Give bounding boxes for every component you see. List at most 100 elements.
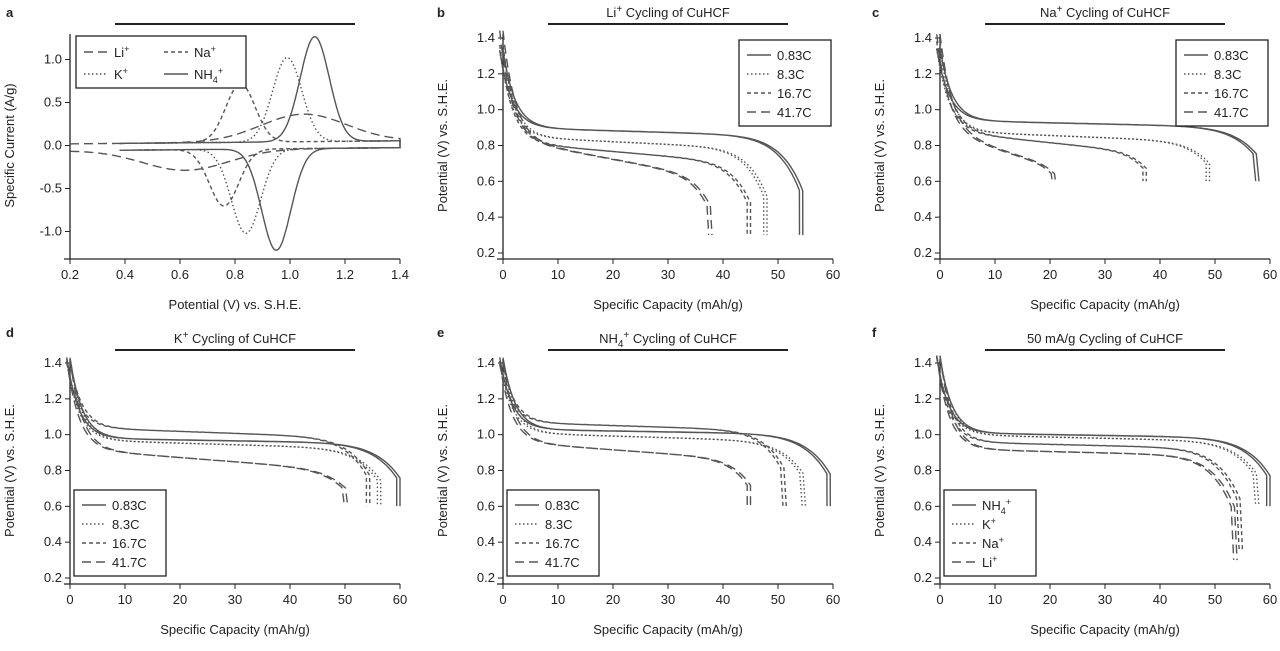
x-tick-label: 20 (1043, 592, 1057, 607)
legend-label: 8.3C (545, 517, 572, 532)
x-tick-label: 20 (1043, 267, 1057, 282)
series-curve-3 (936, 355, 1238, 561)
x-tick-label: 10 (988, 592, 1002, 607)
x-axis-label: Potential (V) vs. S.H.E. (169, 297, 302, 312)
chart-title: K+ Cycling of CuHCF (174, 330, 296, 346)
legend-label: 16.7C (777, 86, 812, 101)
x-tick-label: 0.2 (61, 267, 79, 282)
x-tick-label: 50 (771, 267, 785, 282)
legend-label: Na+ (194, 44, 216, 60)
series-curve-0 (936, 48, 1260, 182)
series-curve-3 (119, 35, 401, 252)
x-tick-label: 1.2 (336, 267, 354, 282)
chart-title: Na+ Cycling of CuHCF (1040, 4, 1170, 20)
x-tick-label: 30 (661, 592, 675, 607)
y-tick-label: 0.6 (477, 498, 495, 513)
y-tick-label: 0.2 (914, 570, 932, 585)
legend-label: 0.83C (112, 498, 147, 513)
panel-letter: a (6, 5, 14, 20)
x-tick-label: 10 (118, 592, 132, 607)
panel-d: d K+ Cycling of CuHCF 0 10 20 30 40 50 60 0.2 0.4 0… (2, 325, 407, 637)
series-curve-2 (936, 41, 1147, 182)
x-tick-label: 60 (1263, 592, 1277, 607)
y-tick-label: 0.8 (914, 138, 932, 153)
legend: 0.83C 8.3C 16.7C 41.7C (738, 39, 832, 127)
x-axis-label: Specific Capacity (mAh/g) (1030, 297, 1180, 312)
x-tick-label: 60 (826, 267, 840, 282)
x-tick-label: 0.4 (116, 267, 134, 282)
series-curve-1 (119, 83, 401, 207)
x-tick-label: 0 (66, 592, 73, 607)
series-curve-2 (499, 44, 752, 236)
y-tick-label: 1.0 (914, 102, 932, 117)
legend-label: 8.3C (1214, 67, 1241, 82)
legend-label: 8.3C (777, 67, 804, 82)
y-tick-label: 0.8 (914, 463, 932, 478)
series-curve-1 (499, 50, 768, 236)
legend-label: 0.83C (777, 48, 812, 63)
y-tick-label: 1.0 (914, 427, 932, 442)
y-tick-label: 1.4 (477, 30, 495, 45)
legend-label: K+ (982, 516, 996, 532)
panel-e: e NH4+ Cycling of CuHCF 0 10 20 30 40 50 60 0.2 0.… (435, 325, 840, 637)
legend-label: Li+ (114, 44, 129, 60)
x-tick-label: 30 (1098, 592, 1112, 607)
legend-label: 16.7C (1214, 86, 1249, 101)
x-tick-label: 10 (551, 267, 565, 282)
legend: 0.83C 8.3C 16.7C 41.7C (506, 489, 600, 577)
series-curve-0 (499, 357, 831, 507)
series-curve-3 (936, 34, 1057, 182)
x-tick-label: 50 (1208, 592, 1222, 607)
legend: NH4+K+ Na+ Li+ (943, 489, 1037, 577)
series-curve-0 (499, 50, 804, 236)
x-tick-label: 30 (1098, 267, 1112, 282)
y-tick-label: 0.2 (914, 245, 932, 260)
panel-b: b Li+ Cycling of CuHCF 0 10 20 30 40 50 60 0.2 0.4… (435, 4, 840, 312)
panel-f: f 50 mA/g Cycling of CuHCF 0 10 20 30 40 50 60 0.… (872, 325, 1277, 637)
y-tick-label: 0.8 (477, 463, 495, 478)
y-tick-label: 0.4 (914, 209, 932, 224)
y-axis-label: Specific Current (A/g) (2, 83, 17, 207)
panel-letter: f (872, 325, 877, 340)
x-tick-label: 60 (393, 592, 407, 607)
x-tick-label: 0 (499, 267, 506, 282)
x-tick-label: 0 (936, 267, 943, 282)
series-curve-2 (66, 362, 371, 507)
series-curve-1 (66, 360, 382, 507)
series-curve-0 (66, 357, 401, 507)
y-tick-label: 0.4 (477, 534, 495, 549)
y-axis-label: Potential (V) vs. S.H.E. (872, 404, 887, 537)
x-tick-label: 40 (716, 267, 730, 282)
chart-title: Li+ Cycling of CuHCF (606, 4, 730, 20)
x-tick-label: 0.6 (171, 267, 189, 282)
x-tick-label: 40 (1153, 592, 1167, 607)
series-curve-0 (936, 357, 1271, 507)
x-tick-label: 1.4 (391, 267, 409, 282)
legend-label: NH4+ (194, 66, 223, 85)
chart-title: NH4+ Cycling of CuHCF (599, 330, 737, 350)
panel-letter: e (437, 325, 444, 340)
x-tick-label: 20 (606, 592, 620, 607)
x-tick-label: 40 (716, 592, 730, 607)
y-tick-label: 1.0 (477, 102, 495, 117)
x-tick-label: 50 (1208, 267, 1222, 282)
y-tick-label: 0.6 (44, 498, 62, 513)
panel-a: a 0.2 0.4 0.6 0.8 1.0 1.2 1.4 -1.0 -0.5 0.0 0.5 1.0 P… (2, 5, 409, 312)
x-axis-label: Specific Capacity (mAh/g) (1030, 622, 1180, 637)
legend-label: 0.83C (545, 498, 580, 513)
legend: 0.83C 8.3C 16.7C 41.7C (1175, 39, 1269, 127)
y-tick-label: 1.4 (477, 355, 495, 370)
panel-letter: d (6, 325, 14, 340)
legend-label: 41.7C (1214, 105, 1249, 120)
x-axis-label: Specific Capacity (mAh/g) (593, 297, 743, 312)
y-tick-label: 1.0 (44, 52, 62, 67)
x-tick-label: 30 (228, 592, 242, 607)
y-tick-label: 1.4 (44, 355, 62, 370)
y-tick-label: 1.2 (477, 391, 495, 406)
y-axis-label: Potential (V) vs. S.H.E. (435, 404, 450, 537)
x-tick-label: 50 (771, 592, 785, 607)
y-tick-label: 1.0 (44, 427, 62, 442)
legend-label: 41.7C (112, 555, 147, 570)
series-curve-3 (499, 30, 713, 236)
